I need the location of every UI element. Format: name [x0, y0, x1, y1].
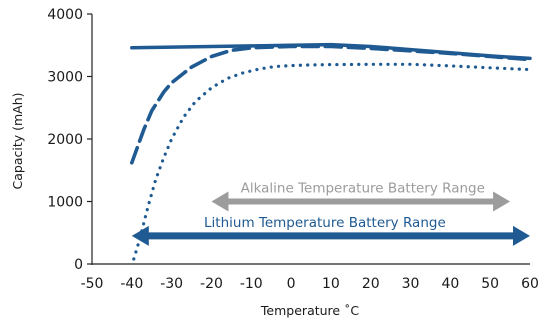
- x-tick-label: 0: [287, 276, 296, 292]
- x-tick-label: 10: [322, 276, 340, 292]
- range-arrow: Lithium Temperature Battery Range: [131, 215, 530, 246]
- series-layer: [130, 42, 532, 261]
- range-arrow-head-left: [131, 225, 149, 246]
- x-tick-label: 30: [402, 276, 420, 292]
- y-tick-label: 3000: [47, 70, 83, 86]
- range-arrow-head-right: [513, 225, 530, 246]
- x-tick-label: 20: [362, 276, 380, 292]
- series-line-dashed: [130, 44, 532, 165]
- range-label: Lithium Temperature Battery Range: [204, 215, 446, 231]
- range-layer: Alkaline Temperature Battery Range Lithiu…: [131, 181, 530, 246]
- range-arrow-head-left: [211, 191, 229, 212]
- x-tick-label: 40: [441, 276, 459, 292]
- x-tick-label: -20: [200, 276, 223, 292]
- y-axis-title: Capacity (mAh): [10, 92, 25, 189]
- x-tick-label: -30: [160, 276, 183, 292]
- range-arrow-head-right: [493, 191, 511, 212]
- x-axis-title: Temperature ˚C: [260, 303, 359, 318]
- x-tick-label: 60: [521, 276, 539, 292]
- y-tick-label: 0: [74, 257, 83, 273]
- range-arrow: Alkaline Temperature Battery Range: [211, 181, 511, 212]
- x-tick-label: 50: [481, 276, 499, 292]
- x-tick-label: -50: [81, 276, 104, 292]
- series-line-dotted: [132, 62, 532, 261]
- range-label: Alkaline Temperature Battery Range: [241, 181, 485, 197]
- x-tick-label: -10: [240, 276, 263, 292]
- tick-layer: 0 1000 2000 3000 4000 -50 -40 -30 -20 -10 0 10 20 30 4…: [47, 7, 539, 292]
- y-tick-label: 4000: [47, 7, 83, 23]
- y-tick-label: 1000: [47, 195, 83, 211]
- x-tick-label: -40: [120, 276, 143, 292]
- y-tick-label: 2000: [47, 132, 83, 148]
